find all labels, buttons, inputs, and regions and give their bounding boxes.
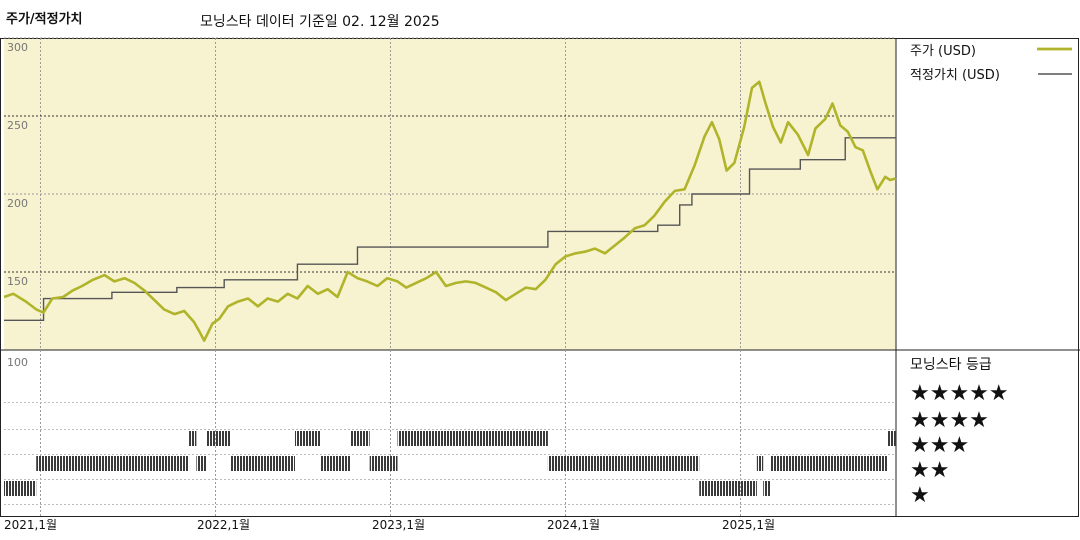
rating-stars-1: ★: [910, 483, 930, 508]
rating-bar: [4, 481, 37, 496]
rating-bar: [756, 456, 764, 471]
chart-title: 주가/적정가치: [6, 12, 83, 27]
legend-price-label: 주가 (USD): [910, 44, 976, 59]
x-tick-label: 2022,1월: [197, 518, 250, 532]
x-tick-label: 2024,1월: [547, 518, 600, 532]
x-tick-label: 2023,1월: [372, 518, 425, 532]
y-tick-label: 100: [7, 356, 28, 369]
chart-subtitle: 모닝스타 데이터 기준일 02. 12월 2025: [200, 14, 440, 30]
rating-bar: [320, 456, 351, 471]
price-line: [3, 80, 897, 342]
rating-bar: [196, 456, 207, 471]
rating-bar: [887, 431, 896, 446]
rating-bar: [189, 431, 197, 446]
tick-labels: 300 250 200 150 100 2021,1월 2022,1월 2023,1월 2024…: [4, 41, 775, 532]
rating-bar: [294, 431, 321, 446]
x-tick-label: 2021,1월: [4, 518, 57, 532]
rating-stars-3: ★★★: [910, 433, 969, 458]
y-tick-label: 300: [7, 41, 28, 54]
y-tick-label: 150: [7, 275, 28, 288]
y-tick-label: 200: [7, 197, 28, 210]
rating-bar: [369, 456, 398, 471]
x-tick-label: 2025,1월: [722, 518, 775, 532]
rating-stars-2: ★★: [910, 458, 949, 483]
rating-bar: [547, 456, 700, 471]
rating-bar: [206, 431, 231, 446]
grid-lines: [4, 37, 896, 516]
rating-title: 모닝스타 등급: [910, 357, 992, 373]
outer-frame: [0, 38, 1079, 517]
legend-fair-value-label: 적정가치 (USD): [910, 68, 1000, 83]
rating-bar: [763, 481, 771, 496]
rating-bar: [36, 456, 190, 471]
rating-bar: [770, 456, 888, 471]
rating-bar: [230, 456, 295, 471]
rating-stars-5: ★★★★★: [910, 381, 1009, 406]
rating-bar: [397, 431, 548, 446]
fair-value-line: [4, 137, 896, 322]
rating-stars-4: ★★★★: [910, 408, 989, 433]
y-tick-label: 250: [7, 119, 28, 132]
rating-bar: [699, 481, 757, 496]
rating-bars: [4, 431, 896, 496]
legend: 주가 (USD)적정가치 (USD)모닝스타 등급★★★★★★★★★★★★★★★: [910, 44, 1072, 508]
series-lines: [3, 80, 897, 342]
rating-bar: [350, 431, 370, 446]
